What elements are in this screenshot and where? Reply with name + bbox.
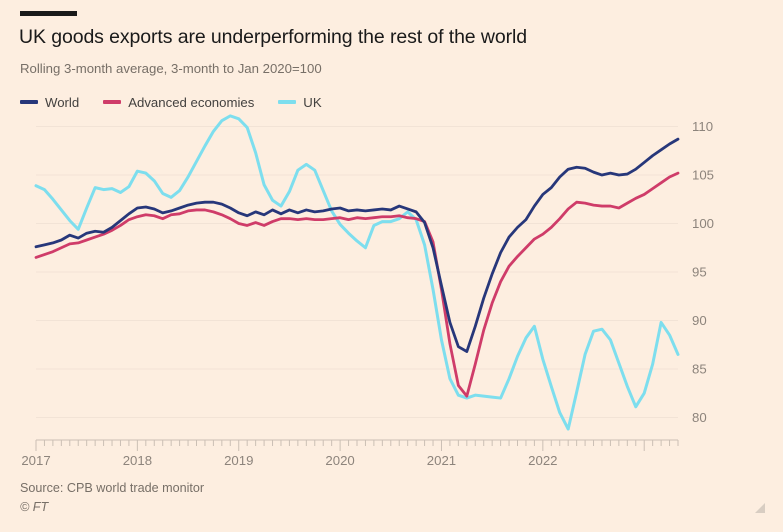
page-title: UK goods exports are underperforming the… <box>19 26 527 48</box>
chart-legend: World Advanced economies UK <box>20 93 346 111</box>
top-rule <box>20 11 77 16</box>
series-line-world <box>34 137 680 353</box>
x-axis-tick-label: 2019 <box>224 453 253 468</box>
x-axis-tick-label: 2018 <box>123 453 152 468</box>
y-axis-tick-label: 110 <box>692 119 713 134</box>
y-axis-tick-label: 95 <box>692 265 707 280</box>
y-axis-tick-label: 105 <box>692 168 714 183</box>
source-note: Source: CPB world trade monitor <box>20 481 205 495</box>
legend-label: UK <box>303 94 322 110</box>
legend-item-advanced-economies[interactable]: Advanced economies <box>103 95 254 110</box>
x-axis-tick-label: 2022 <box>528 453 557 468</box>
legend-item-world[interactable]: World <box>20 95 79 110</box>
legend-swatch-icon <box>20 100 38 104</box>
x-axis-tick-label: 2017 <box>21 453 50 468</box>
resize-triangle-icon <box>755 503 765 513</box>
legend-swatch-icon <box>103 100 122 104</box>
legend-swatch-icon <box>278 100 297 104</box>
series-line-advanced-economies <box>34 171 680 398</box>
line-chart-plot: 80 85 90 95 100 105 110 2017 2018 2019 2020 2021 202… <box>21 114 714 468</box>
series-line-uk <box>34 114 680 431</box>
y-axis-tick-label: 85 <box>692 361 707 376</box>
y-axis-tick-label: 80 <box>692 410 707 425</box>
legend-item-uk[interactable]: UK <box>278 94 322 110</box>
page-subtitle: Rolling 3-month average, 3-month to Jan … <box>20 61 322 76</box>
legend-label: World <box>45 94 80 110</box>
copyright-note: © FT <box>20 500 49 514</box>
y-axis-tick-label: 90 <box>692 313 707 328</box>
x-axis-tick-label: 2020 <box>325 453 354 468</box>
legend-label: Advanced economies <box>128 94 255 110</box>
y-axis-tick-label: 100 <box>692 216 714 231</box>
x-axis-tick-label: 2021 <box>427 453 456 468</box>
